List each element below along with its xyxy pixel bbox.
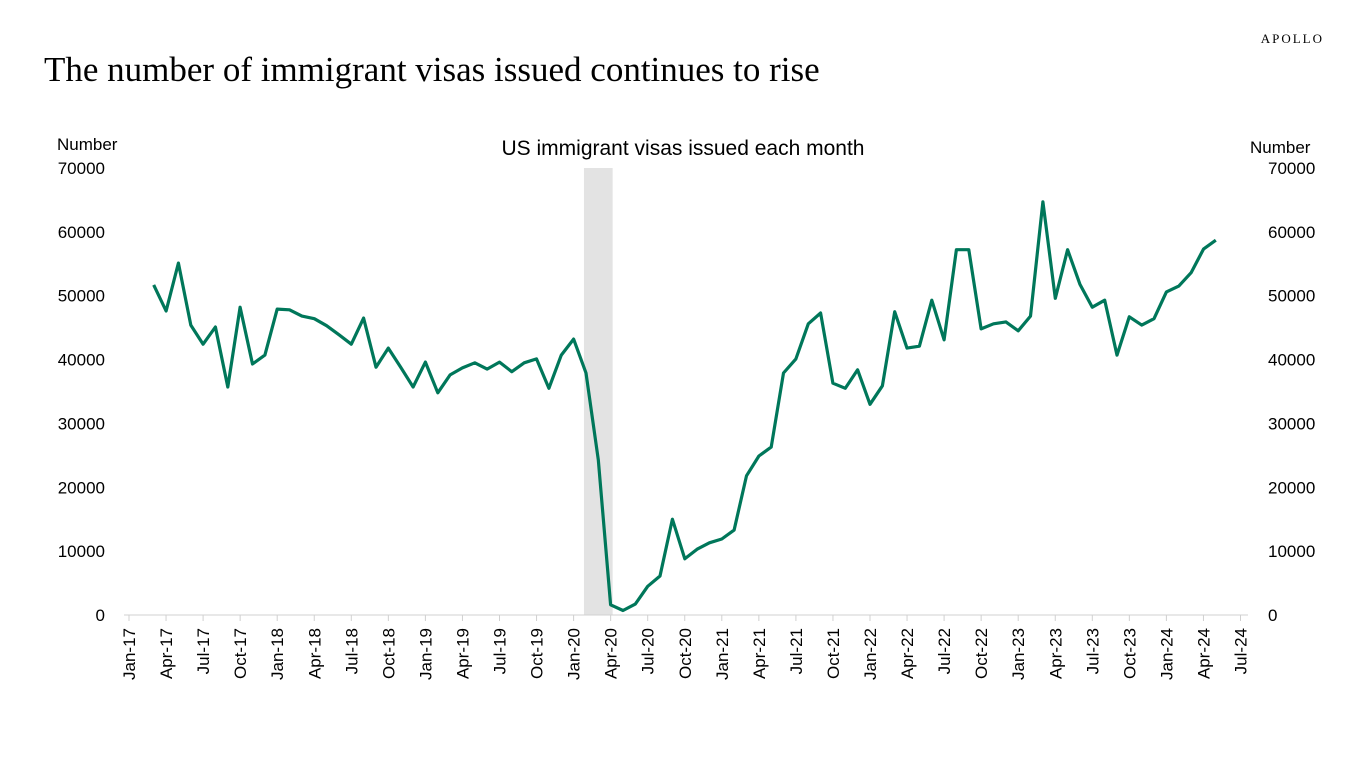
x-tick-label: Jul-23 [1083,628,1102,674]
x-tick-label: Jul-17 [194,628,213,674]
y-tick-label-right: 40000 [1268,351,1315,370]
x-tick-label: Jan-17 [120,628,139,680]
x-tick-label: Oct-22 [972,628,991,679]
apollo-logo: APOLLO [1260,31,1324,46]
y-axis-label-right: Number [1250,138,1311,157]
x-tick-label: Apr-17 [157,628,176,679]
y-tick-label-right: 10000 [1268,542,1315,561]
y-tick-label-left: 0 [96,606,105,625]
y-axis-label-left: Number [57,135,118,154]
y-tick-label-right: 20000 [1268,478,1315,497]
x-tick-label: Apr-23 [1046,628,1065,679]
x-tick-label: Jul-21 [787,628,806,674]
y-ticks-right: 0 10000 20000 30000 40000 50000 60000 70000 [1268,159,1315,625]
data-points [153,201,1216,611]
y-tick-label-left: 20000 [58,478,105,497]
x-tick-label: Apr-18 [305,628,324,679]
x-tick-label: Jan-22 [861,628,880,680]
y-tick-label-left: 60000 [58,223,105,242]
x-tick-label: Apr-21 [750,628,769,679]
x-tick-label: Jan-19 [416,628,435,680]
x-tick-label: Jan-24 [1157,628,1176,680]
x-tick-label: Apr-20 [602,628,621,679]
x-tick-label: Apr-24 [1194,628,1213,679]
x-tick-label: Jan-18 [268,628,287,680]
y-ticks-left: 0 10000 20000 30000 40000 50000 60000 70000 [58,159,105,625]
x-tick-label: Oct-17 [231,628,250,679]
series-line [152,200,1217,613]
y-tick-label-right: 70000 [1268,159,1315,178]
y-tick-label-left: 40000 [58,351,105,370]
x-tick-label: Oct-23 [1120,628,1139,679]
x-tick-label: Oct-18 [379,628,398,679]
x-tick-label: Apr-22 [898,628,917,679]
y-tick-label-left: 30000 [58,414,105,433]
x-tick-label: Oct-19 [528,628,547,679]
x-tick-label: Jan-21 [713,628,732,680]
y-tick-label-right: 30000 [1268,414,1315,433]
x-tick-label: Jul-24 [1232,628,1251,674]
x-tick-label: Jul-22 [935,628,954,674]
y-tick-label-left: 10000 [58,542,105,561]
y-tick-label-right: 50000 [1268,287,1315,306]
y-tick-label-left: 50000 [58,287,105,306]
x-ticks: Jan-17 Apr-17 Jul-17 Oct-17 Jan-18 Apr-18 Jul-… [120,615,1251,680]
x-tick-label: Jan-23 [1009,628,1028,680]
chart-title: US immigrant visas issued each month [502,137,865,160]
x-tick-label: Apr-19 [453,628,472,679]
x-tick-label: Jul-20 [639,628,658,674]
x-tick-label: Oct-20 [676,628,695,679]
x-tick-label: Jul-19 [491,628,510,674]
y-tick-label-right: 0 [1268,606,1277,625]
x-tick-label: Oct-21 [824,628,843,679]
page-title: The number of immigrant visas issued con… [44,50,820,89]
x-tick-label: Jul-18 [342,628,361,674]
y-tick-label-right: 60000 [1268,223,1315,242]
x-tick-label: Jan-20 [565,628,584,680]
y-tick-label-left: 70000 [58,159,105,178]
